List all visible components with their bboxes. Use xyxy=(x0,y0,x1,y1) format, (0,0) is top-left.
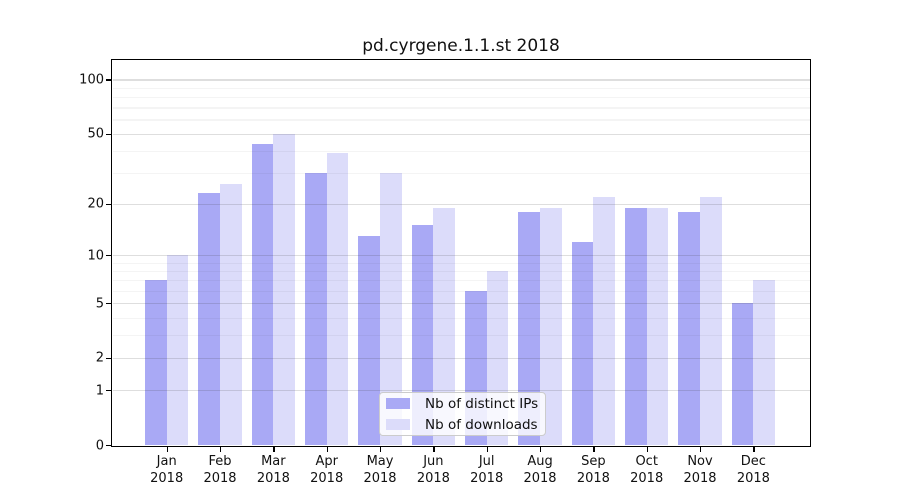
gridline-minor-8 xyxy=(112,270,810,273)
y-tick-label-1: 1 xyxy=(95,383,104,399)
legend-item-downloads: Nb of downloads xyxy=(386,416,538,433)
gridline-minor-4 xyxy=(112,317,810,319)
bar-distinct-ips-may xyxy=(358,235,381,445)
legend-label-distinct-ips: Nb of distinct IPs xyxy=(425,395,539,412)
bar-distinct-ips-feb xyxy=(198,193,221,445)
x-tick-mark-jan xyxy=(166,446,168,452)
y-tick-label-0: 0 xyxy=(95,438,104,453)
bar-distinct-ips-sep xyxy=(571,241,594,445)
bar-distinct-ips-jun xyxy=(411,225,434,445)
chart-title: pd.cyrgene.1.1.st 2018 xyxy=(362,36,560,56)
x-tick-label-may: May 2018 xyxy=(363,454,397,486)
gridline-minor-60 xyxy=(112,119,810,121)
legend-label-downloads: Nb of downloads xyxy=(425,416,538,433)
bar-downloads-aug xyxy=(540,207,562,445)
x-tick-mark-jul xyxy=(486,446,488,452)
y-tick-label-20: 20 xyxy=(87,196,104,212)
x-tick-label-dec: Dec 2018 xyxy=(736,454,770,486)
gridline-major-10 xyxy=(112,255,810,257)
x-tick-mark-sep xyxy=(593,446,595,452)
legend: Nb of distinct IPs Nb of downloads xyxy=(379,392,546,436)
x-tick-mark-nov xyxy=(700,446,702,452)
bar-distinct-ips-jan xyxy=(145,280,167,445)
bar-downloads-jun xyxy=(433,207,455,445)
bar-distinct-ips-dec xyxy=(731,303,754,445)
gridline-minor-9 xyxy=(112,262,810,264)
gridline-minor-90 xyxy=(112,87,810,89)
x-tick-label-nov: Nov 2018 xyxy=(683,454,717,486)
x-tick-label-sep: Sep 2018 xyxy=(576,454,610,486)
gridline-major-50 xyxy=(112,133,810,135)
bar-downloads-mar xyxy=(273,133,295,445)
x-tick-mark-feb xyxy=(220,446,222,452)
x-tick-mark-aug xyxy=(540,446,542,452)
x-tick-label-aug: Aug 2018 xyxy=(523,454,557,486)
gridline-minor-6 xyxy=(112,290,810,293)
y-tick-label-100: 100 xyxy=(79,72,104,88)
gridline-major-5 xyxy=(112,303,810,305)
x-tick-label-jul: Jul 2018 xyxy=(470,454,504,486)
y-tick-mark-5 xyxy=(106,303,111,305)
x-tick-mark-mar xyxy=(273,446,275,452)
gridline-major-2 xyxy=(112,357,810,360)
gridline-major-20 xyxy=(112,203,810,206)
bar-downloads-oct xyxy=(646,207,669,445)
gridline-major-100 xyxy=(112,79,810,81)
x-tick-mark-oct xyxy=(646,446,648,452)
legend-item-distinct-ips: Nb of distinct IPs xyxy=(386,395,539,412)
gridline-major-1 xyxy=(112,390,810,392)
y-tick-mark-100 xyxy=(106,79,111,81)
bar-distinct-ips-mar xyxy=(251,143,274,445)
bar-downloads-nov xyxy=(700,196,722,445)
gridline-minor-30 xyxy=(112,173,810,175)
bar-distinct-ips-aug xyxy=(518,211,541,445)
bar-downloads-dec xyxy=(753,280,775,445)
y-tick-label-5: 5 xyxy=(95,296,104,312)
x-tick-label-apr: Apr 2018 xyxy=(310,454,344,486)
y-tick-label-50: 50 xyxy=(87,126,104,142)
y-tick-label-2: 2 xyxy=(95,350,104,366)
gridline-minor-70 xyxy=(112,107,810,109)
bar-downloads-may xyxy=(380,173,402,445)
bar-downloads-feb xyxy=(220,183,242,445)
x-tick-mark-apr xyxy=(326,446,328,452)
gridline-minor-80 xyxy=(112,96,810,99)
bar-distinct-ips-oct xyxy=(625,207,647,445)
x-tick-label-feb: Feb 2018 xyxy=(203,454,237,486)
legend-swatch-downloads-icon xyxy=(386,419,410,430)
x-tick-label-mar: Mar 2018 xyxy=(256,454,290,486)
x-tick-mark-dec xyxy=(753,446,755,452)
bar-distinct-ips-apr xyxy=(305,173,327,445)
legend-swatch-distinct-ips-icon xyxy=(386,398,410,409)
bar-downloads-apr xyxy=(326,152,349,445)
x-tick-mark-may xyxy=(380,446,382,452)
y-tick-label-10: 10 xyxy=(87,248,104,264)
x-tick-mark-jun xyxy=(433,446,435,452)
bar-distinct-ips-nov xyxy=(678,211,701,445)
y-tick-mark-0 xyxy=(106,445,111,447)
bar-downloads-sep xyxy=(593,196,615,445)
x-tick-label-jan: Jan 2018 xyxy=(150,454,184,486)
y-tick-mark-10 xyxy=(106,255,111,257)
x-tick-label-jun: Jun 2018 xyxy=(416,454,450,486)
y-tick-mark-2 xyxy=(106,357,111,360)
y-tick-mark-50 xyxy=(106,133,111,135)
gridline-minor-40 xyxy=(112,150,810,153)
y-tick-mark-1 xyxy=(106,390,111,392)
gridline-minor-3 xyxy=(112,335,810,337)
x-tick-label-oct: Oct 2018 xyxy=(630,454,664,486)
gridline-minor-7 xyxy=(112,280,810,282)
y-tick-mark-20 xyxy=(106,203,111,206)
bar-downloads-jan xyxy=(166,255,189,445)
